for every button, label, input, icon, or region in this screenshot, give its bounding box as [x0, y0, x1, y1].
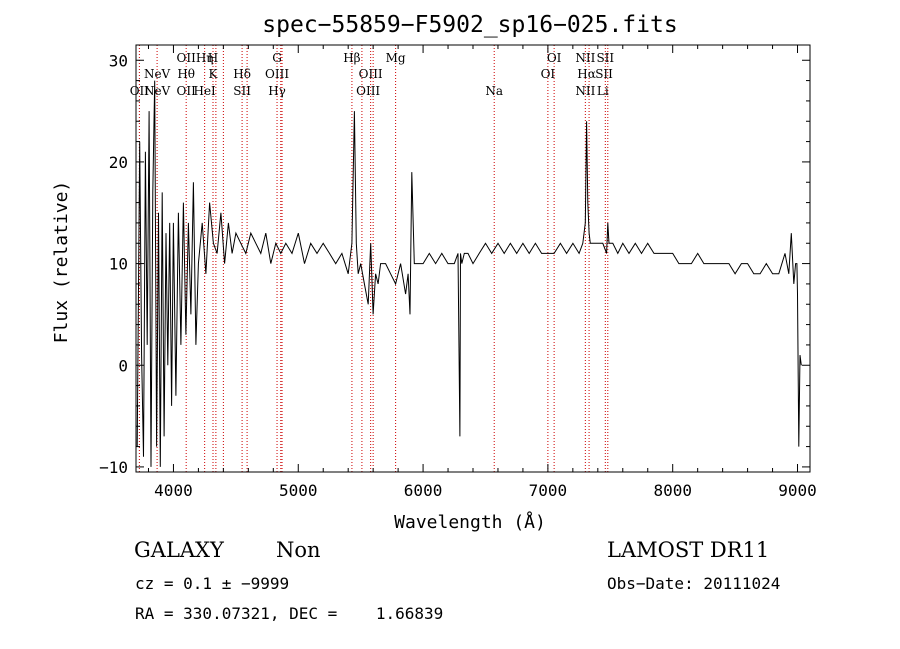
marker-label: HeI	[193, 84, 216, 98]
marker-label: NII	[575, 51, 595, 65]
object-type: GALAXY	[134, 538, 224, 562]
observation-date: Obs−Date: 20111024	[607, 574, 781, 593]
marker-label: H	[208, 51, 218, 65]
marker-label: SII	[233, 84, 251, 98]
flux-line	[136, 80, 802, 467]
marker-label: NeV	[144, 67, 171, 81]
marker-label: OII	[130, 84, 150, 98]
marker-label: NeV	[144, 84, 171, 98]
y-tick-label: −10	[99, 458, 128, 477]
marker-label: OII	[177, 51, 197, 65]
x-tick-label: 6000	[404, 481, 443, 500]
y-tick-label: 30	[109, 51, 128, 70]
object-subclass: Non	[276, 538, 321, 562]
marker-label: OII	[177, 84, 197, 98]
marker-label: Li	[597, 84, 609, 98]
plot-frame	[135, 44, 811, 473]
emission-line-markers	[138, 45, 609, 472]
marker-label: Hθ	[177, 67, 195, 81]
survey-name: LAMOST DR11	[607, 538, 770, 562]
x-axis-label: Wavelength (Å)	[394, 511, 546, 533]
x-tick-label: 7000	[529, 481, 568, 500]
y-tick-label: 20	[109, 153, 128, 172]
marker-label: OI	[541, 67, 556, 81]
marker-label: Na	[485, 84, 503, 98]
marker-label: SII	[595, 67, 613, 81]
y-axis-label: Flux (relative)	[51, 181, 72, 344]
x-tick-label: 5000	[279, 481, 318, 500]
chart-title: spec−55859−F5902_sp16−025.fits	[262, 12, 677, 38]
marker-label: NII	[575, 84, 595, 98]
x-tick-label: 4000	[154, 481, 193, 500]
y-tick-label: 10	[109, 255, 128, 274]
marker-label: Hβ	[343, 51, 360, 65]
marker-label: K	[209, 67, 219, 81]
flux-line-group	[136, 80, 802, 467]
marker-label: Hα	[577, 67, 596, 81]
marker-label: G	[272, 51, 282, 65]
marker-label: OI	[547, 51, 562, 65]
redshift-cz: cz = 0.1 ± −9999	[135, 574, 290, 593]
y-axis: −10 0 10 20 30	[99, 51, 810, 477]
coordinates: RA = 330.07321, DEC = 1.66839	[135, 604, 444, 623]
marker-label: SII	[596, 51, 614, 65]
marker-label: Hγ	[268, 84, 286, 98]
y-tick-label: 0	[118, 356, 128, 375]
x-axis: 4000 5000 6000 7000 8000 9000	[147, 45, 817, 500]
marker-label: Hδ	[233, 67, 251, 81]
x-tick-label: 9000	[778, 481, 817, 500]
x-tick-label: 8000	[653, 481, 692, 500]
marker-label: OIII	[356, 84, 380, 98]
marker-label: Hη	[196, 51, 214, 65]
marker-label: OIII	[265, 67, 289, 81]
marker-label: Mg	[386, 51, 406, 65]
marker-label: OIII	[359, 67, 383, 81]
